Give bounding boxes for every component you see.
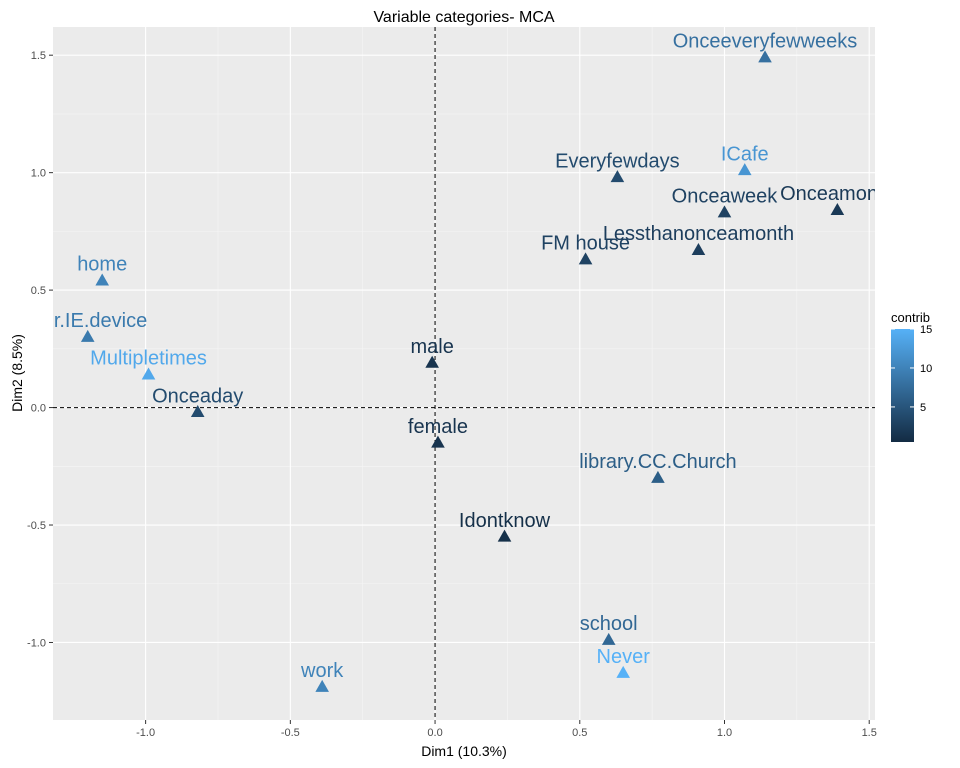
point-marker: [616, 665, 630, 678]
point-marker: [80, 329, 95, 342]
y-axis: -1.0 -0.5 0.0 0.5 1.0 1.5: [27, 50, 53, 649]
legend-tick-label: 15: [920, 324, 932, 336]
point-marker: [431, 435, 445, 448]
point-marker: [651, 470, 665, 483]
reference-lines: [53, 27, 875, 720]
y-tick-label: 0.0: [31, 403, 46, 415]
x-tick-label: -0.5: [281, 727, 300, 739]
y-tick-label: -1.0: [27, 637, 46, 649]
labels-layer: Onceeveryfewweeks ICafe Everyfewdays Onceam…: [27, 31, 895, 683]
legend: contrib 5 10 15: [891, 310, 932, 442]
x-tick-label: 0.5: [572, 727, 587, 739]
chart-title: Variable categories- MCA: [373, 9, 554, 26]
point-label: whr.IE.device: [27, 310, 147, 332]
legend-tick-label: 5: [920, 402, 926, 414]
y-tick-label: 0.5: [31, 285, 46, 297]
x-axis-title: Dim1 (10.3%): [421, 743, 507, 759]
point-marker: [190, 405, 205, 418]
x-tick-label: 0.0: [427, 727, 442, 739]
y-axis-title: Dim2 (8.5%): [9, 334, 25, 412]
point-label: library.CC.Church: [579, 451, 736, 473]
point-marker: [578, 252, 593, 265]
point-label: male: [410, 336, 453, 358]
point-label: Never: [597, 646, 651, 668]
point-label: Onceaday: [152, 385, 243, 407]
point-label: Onceaweek: [672, 186, 779, 208]
x-axis: -1.0 -0.5 0.0 0.5 1.0 1.5: [136, 720, 877, 739]
point-label: Idontknow: [459, 510, 551, 532]
point-label: Lessthanonceamonth: [603, 223, 794, 245]
plot-panel: [53, 27, 875, 720]
y-tick-label: 1.0: [31, 168, 46, 180]
y-tick-label: -0.5: [27, 520, 46, 532]
point-marker: [758, 50, 772, 63]
point-label: Onceamonth: [780, 183, 895, 205]
point-label: Multipletimes: [90, 348, 207, 370]
point-marker: [95, 273, 110, 286]
legend-tick-label: 10: [920, 363, 932, 375]
point-marker: [141, 367, 156, 380]
point-marker: [610, 170, 625, 183]
point-marker: [691, 242, 706, 255]
point-marker: [717, 205, 732, 218]
point-label: female: [408, 416, 468, 438]
point-label: home: [77, 254, 127, 276]
point-label: ICafe: [721, 143, 769, 165]
point-marker: [601, 632, 616, 645]
point-marker: [497, 529, 512, 542]
x-tick-label: -1.0: [136, 727, 155, 739]
point-label: Onceeveryfewweeks: [673, 31, 858, 53]
points-layer: [80, 50, 845, 692]
y-tick-label: 1.5: [31, 50, 46, 62]
minor-grid: [53, 27, 875, 720]
point-label: work: [300, 660, 344, 682]
point-marker: [315, 679, 329, 692]
x-tick-label: 1.5: [862, 727, 877, 739]
point-marker: [425, 355, 439, 368]
legend-title: contrib: [891, 310, 930, 325]
x-tick-label: 1.0: [717, 727, 732, 739]
point-marker: [830, 203, 845, 216]
legend-ticks: 5 10 15: [891, 324, 932, 414]
point-marker: [737, 163, 752, 176]
point-label: school: [580, 613, 638, 635]
point-label: FM house: [541, 233, 630, 255]
legend-colorbar: [891, 329, 914, 442]
point-label: Everyfewdays: [555, 150, 680, 172]
